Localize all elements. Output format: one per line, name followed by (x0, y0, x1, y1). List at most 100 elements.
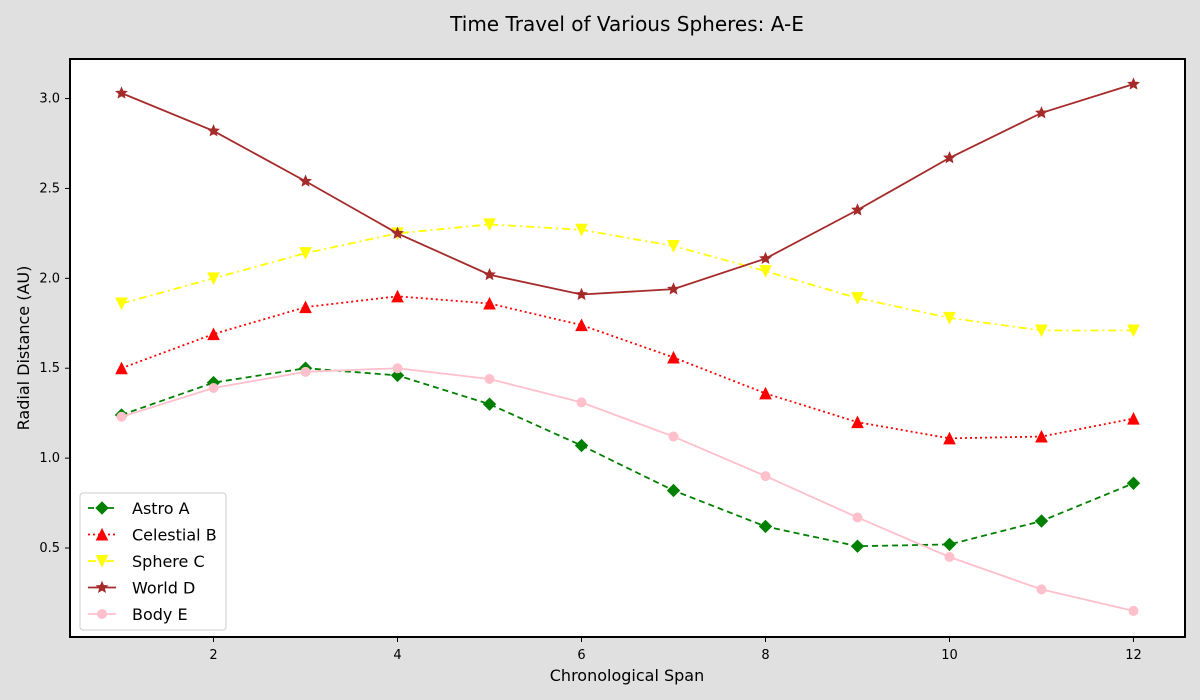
data-point (575, 318, 588, 332)
x-tick-label: 6 (577, 648, 585, 663)
x-tick-label: 10 (941, 648, 958, 663)
data-point (391, 289, 404, 303)
x-tick-label: 2 (209, 648, 217, 663)
data-point (207, 124, 220, 137)
data-point (576, 397, 587, 408)
data-point (299, 174, 312, 187)
data-point (759, 386, 772, 400)
legend-marker (95, 580, 109, 593)
data-point (392, 363, 403, 374)
data-point (575, 287, 588, 301)
data-point (484, 374, 495, 385)
data-point (390, 368, 405, 383)
y-axis: 0.5 1.0 1.5 2.0 2.5 3.0 (39, 92, 70, 556)
data-point (944, 551, 955, 562)
y-tick-label: 2.0 (39, 271, 60, 286)
data-point (115, 297, 128, 311)
data-point (667, 239, 680, 253)
data-point (299, 247, 312, 260)
data-point (760, 471, 771, 482)
data-point (207, 272, 220, 285)
data-point (300, 366, 311, 377)
y-axis-label: Radial Distance (AU) (14, 266, 33, 431)
legend-entry: Sphere C (88, 552, 205, 571)
data-point (850, 539, 865, 553)
legend-label: Celestial B (132, 526, 217, 545)
data-point (1128, 605, 1139, 616)
legend-label: Body E (132, 605, 188, 624)
series-line (121, 367, 1134, 612)
data-point (115, 361, 128, 375)
chart-title: Time Travel of Various Spheres: A-E (449, 12, 804, 36)
legend-marker (95, 501, 109, 515)
y-tick-label: 3.0 (39, 92, 60, 107)
legend-marker (95, 555, 109, 568)
data-point (482, 397, 497, 411)
series-line (121, 83, 1134, 296)
data-point (1127, 411, 1140, 425)
data-point (1035, 324, 1048, 338)
data-point (851, 203, 864, 216)
legend-box (79, 492, 227, 631)
data-point (208, 383, 219, 394)
data-point (575, 223, 588, 237)
legend-label: World D (132, 579, 195, 598)
data-point (483, 218, 496, 232)
data-point (1036, 584, 1047, 595)
data-point (852, 512, 863, 523)
data-point (943, 311, 956, 325)
data-point (943, 151, 956, 164)
data-point (115, 86, 128, 99)
plot-area (69, 58, 1186, 638)
data-point (759, 251, 772, 265)
data-point (1035, 106, 1048, 119)
series-5 (116, 363, 1139, 616)
data-point (851, 415, 864, 429)
x-tick-label: 12 (1125, 648, 1142, 663)
data-point (483, 267, 496, 281)
data-point (1127, 324, 1140, 338)
data-point (668, 431, 679, 442)
data-point (759, 265, 772, 278)
data-point (1035, 429, 1048, 443)
data-point (851, 292, 864, 305)
legend-entry: World D (88, 579, 195, 598)
x-tick-label: 8 (761, 648, 769, 663)
legend-marker (95, 527, 109, 541)
legend-entry: Body E (88, 605, 188, 624)
series-line (121, 367, 1134, 548)
data-point (391, 226, 404, 239)
legend-label: Sphere C (132, 552, 205, 571)
y-tick-label: 2.5 (39, 181, 60, 196)
legend-label: Astro A (132, 499, 190, 518)
x-axis: 2 4 6 8 10 12 (209, 637, 1142, 663)
data-point (574, 438, 589, 453)
series-4 (115, 77, 1140, 301)
data-point (667, 350, 680, 364)
data-point (116, 411, 127, 422)
y-tick-label: 1.5 (39, 361, 60, 376)
legend-entry: Astro A (88, 499, 190, 518)
data-point (207, 327, 220, 341)
legend: Astro A Celestial B Sphere C World D Body E (79, 492, 227, 631)
x-axis-label: Chronological Span (550, 666, 704, 685)
series-layer (114, 77, 1141, 616)
legend-entry: Celestial B (88, 526, 217, 545)
data-point (942, 537, 957, 552)
data-point (758, 519, 773, 534)
legend-marker (97, 609, 107, 619)
data-point (299, 300, 312, 314)
data-point (483, 296, 496, 310)
series-2 (115, 289, 1140, 445)
series-1 (114, 361, 1141, 553)
data-point (943, 431, 956, 445)
y-tick-label: 1.0 (39, 451, 60, 466)
data-point (1034, 514, 1049, 528)
series-line (121, 223, 1134, 332)
x-tick-label: 4 (393, 648, 401, 663)
data-point (667, 282, 680, 295)
data-point (666, 483, 681, 498)
y-tick-label: 0.5 (39, 541, 60, 556)
